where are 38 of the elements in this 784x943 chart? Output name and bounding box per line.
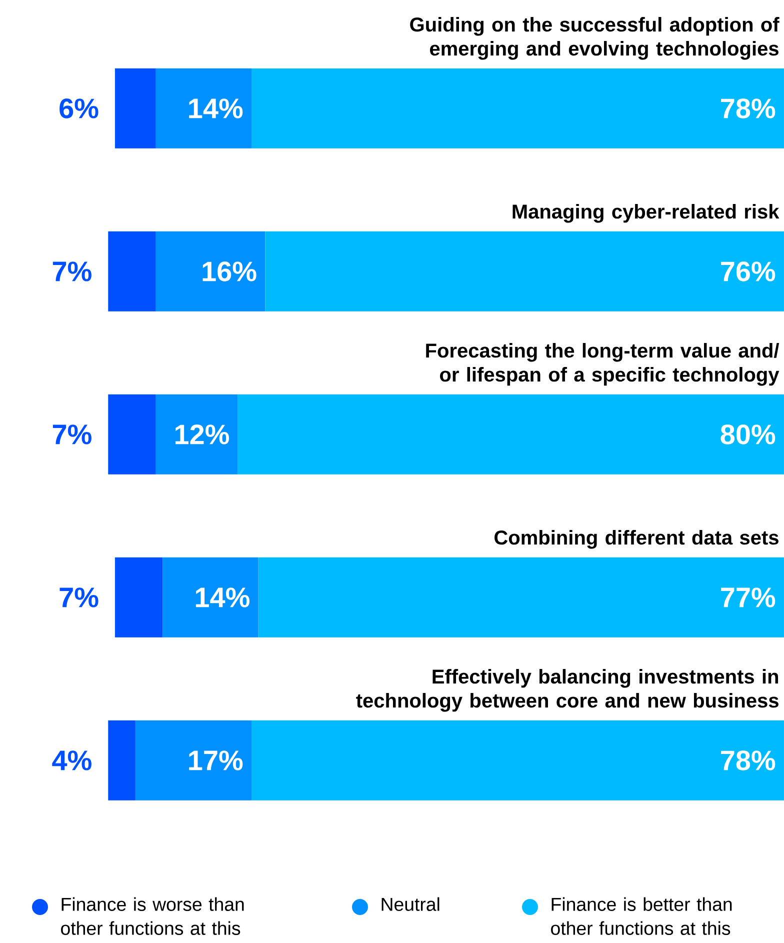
data-label: 78% xyxy=(721,750,776,770)
bar xyxy=(108,394,156,474)
data-label: 14% xyxy=(189,98,243,118)
data-label: 12% xyxy=(175,424,229,444)
data-label: 7% xyxy=(60,588,98,608)
bar xyxy=(114,68,156,148)
data-label: 16% xyxy=(202,262,256,282)
bar xyxy=(108,720,136,800)
y-tick-label: Managing cyber-related risk xyxy=(512,204,780,223)
data-label: 7% xyxy=(52,424,92,444)
bar xyxy=(162,557,258,638)
data-label: 14% xyxy=(196,588,250,608)
legend-label: Neutral xyxy=(382,897,440,911)
data-label: 80% xyxy=(720,424,776,444)
legend-label: Finance is worse than other functions at this xyxy=(61,897,244,935)
bar xyxy=(251,68,784,148)
data-label: 17% xyxy=(189,750,243,770)
data-label: 6% xyxy=(60,98,98,118)
data-label: 76% xyxy=(721,262,776,282)
data-label: 78% xyxy=(721,98,776,118)
data-label: 4% xyxy=(52,750,92,770)
bar xyxy=(265,231,784,312)
bar xyxy=(156,394,238,474)
bar xyxy=(156,68,252,148)
bar xyxy=(251,720,784,800)
data-label: 77% xyxy=(721,588,776,608)
data-label: 7% xyxy=(52,262,92,282)
y-tick-label: Combining different data sets xyxy=(494,530,778,549)
y-tick-label: Guiding on the successful adoption of emerging and evolving technologies xyxy=(410,16,780,60)
bar xyxy=(114,557,163,638)
bar xyxy=(108,231,156,312)
bar xyxy=(135,720,252,800)
y-tick-label: Effectively balancing investments in technology between core and new business xyxy=(356,668,778,712)
legend-label: Finance is better than other functions at this xyxy=(551,897,732,935)
bar xyxy=(238,394,784,474)
bar xyxy=(258,557,784,638)
y-tick-label: Forecasting the long-term value and/ or lifespan of a specific technology xyxy=(426,342,780,386)
bar xyxy=(156,231,266,312)
